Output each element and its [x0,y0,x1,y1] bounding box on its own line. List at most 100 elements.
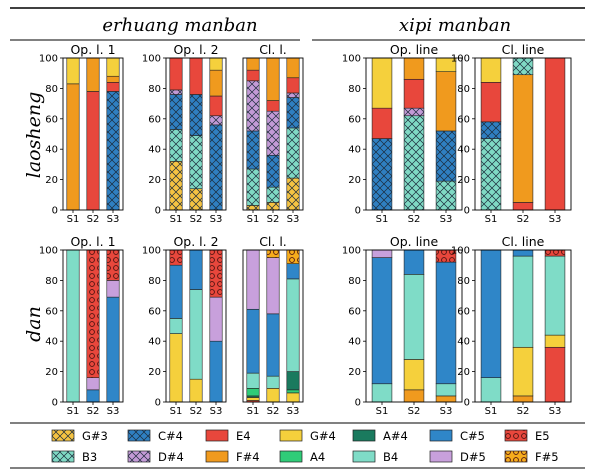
legend-swatch [352,429,376,442]
legend-item: C#5 [429,429,485,443]
y-tick-label: 40 [348,145,361,156]
bar-segment [266,375,280,389]
x-tick-label: S2 [87,214,100,225]
chart-panel: Op. line 0 20 40 60 80 100 S1 S2 S3 [342,42,463,225]
bar-segment [169,57,183,91]
bar-segment [512,202,534,211]
y-tick-label: 80 [457,84,470,95]
bar-segment [189,249,203,290]
legend-label: G#3 [82,429,108,443]
bar-segment [371,257,393,385]
bar-segment [403,389,425,403]
bar-segment [512,395,534,403]
bar-segment [544,346,566,403]
bar-segment [371,57,393,109]
y-tick-label: 60 [148,306,161,317]
panel-frame [62,57,124,211]
bar-segment [169,318,183,334]
bar-segment-hatch [246,205,260,210]
x-tick-label: S2 [267,406,280,417]
legend-swatch-hatch [52,430,74,441]
bar-segment [209,69,223,97]
bar-segment [209,340,223,403]
y-tick-label: 100 [342,54,361,65]
y-tick-label: 60 [457,306,470,317]
legend-item: B4 [352,450,398,464]
x-tick-label: S2 [190,406,203,417]
panel-frame [242,249,304,403]
panel-frame [474,57,572,211]
bar-segment-hatch [266,155,280,188]
bar-segment [209,296,223,342]
bar-segment [371,383,393,403]
bar-segment [246,397,260,401]
y-tick-label: 20 [148,367,161,378]
legend-label: C#4 [158,429,183,443]
y-tick-label: 80 [45,276,58,287]
y-tick-label: 0 [355,398,361,409]
x-tick-label: S2 [267,214,280,225]
legend-label: E4 [236,429,251,443]
bar-segment-hatch [286,178,300,210]
bar-segment-hatch [169,250,183,266]
bar-segment-hatch [86,250,100,378]
row-label-laosheng: laosheng [23,92,45,178]
x-tick-label: S2 [408,214,421,225]
chart-panel: Cl. line 0 20 40 60 80 100 S1 S2 S3 [451,234,572,417]
legend-label: D#5 [460,450,486,464]
legend-item: A4 [279,450,325,464]
legend-swatch-hatch [505,430,527,441]
y-tick-label: 80 [45,84,58,95]
bar-segment-hatch [286,250,300,264]
bar-segment-hatch [266,250,280,258]
x-tick-label: S2 [190,214,203,225]
bar-segment [66,249,80,403]
bar-segment-hatch [266,111,280,156]
bar-segment [66,83,80,211]
chart-panels: Op. l. 1 0 20 40 60 80 100 S1 S2 S3 Op. l. 2 0 20 40 6… [39,42,572,417]
y-tick-label: 0 [464,398,470,409]
y-tick-label: 20 [45,367,58,378]
bar-segment-hatch [189,135,203,189]
panel-title: Op. l. 2 [173,42,218,57]
bar-segment [286,57,300,79]
bar-segment [286,263,300,280]
bar-segment-hatch [169,89,183,95]
panel-title: Cl. l. [259,42,287,57]
y-tick-label: 40 [457,145,470,156]
bar-segment [435,395,457,403]
bar-segment-hatch [106,91,120,210]
panel-title: Op. l. 2 [173,234,218,249]
x-tick-label: S3 [549,214,562,225]
bar-segment [189,289,203,380]
bar-segment [246,308,260,374]
bar-segment-hatch [436,250,456,263]
y-tick-label: 60 [457,114,470,125]
bar-segment [512,255,534,348]
chart-panel: Cl. l. S1 S2 S3 [242,42,304,225]
bar-segment [106,296,120,403]
legend-label: B4 [383,450,398,464]
bar-segment-hatch [513,58,533,75]
x-tick-label: S3 [287,406,300,417]
y-tick-label: 0 [52,398,58,409]
y-tick-label: 100 [451,54,470,65]
x-tick-label: S3 [210,406,223,417]
legend-item: F#4 [205,450,260,464]
bar-segment [544,334,566,348]
bar-segment [266,313,280,377]
bar-segment [286,392,300,403]
y-tick-label: 20 [148,175,161,186]
panel-title: Cl. line [502,234,545,249]
bar-segment [480,249,502,378]
x-tick-label: S2 [87,406,100,417]
y-tick-label: 60 [45,306,58,317]
x-tick-label: S3 [549,406,562,417]
legend-item: A#4 [352,429,408,443]
bar-segment [169,333,183,403]
bar-segment [86,91,100,211]
chart-panel: Op. l. 2 0 20 40 60 80 100 S1 S2 S3 [142,42,227,225]
legend-item: G#3 [51,429,108,443]
section-title-xipi: xipi manban [399,15,511,36]
